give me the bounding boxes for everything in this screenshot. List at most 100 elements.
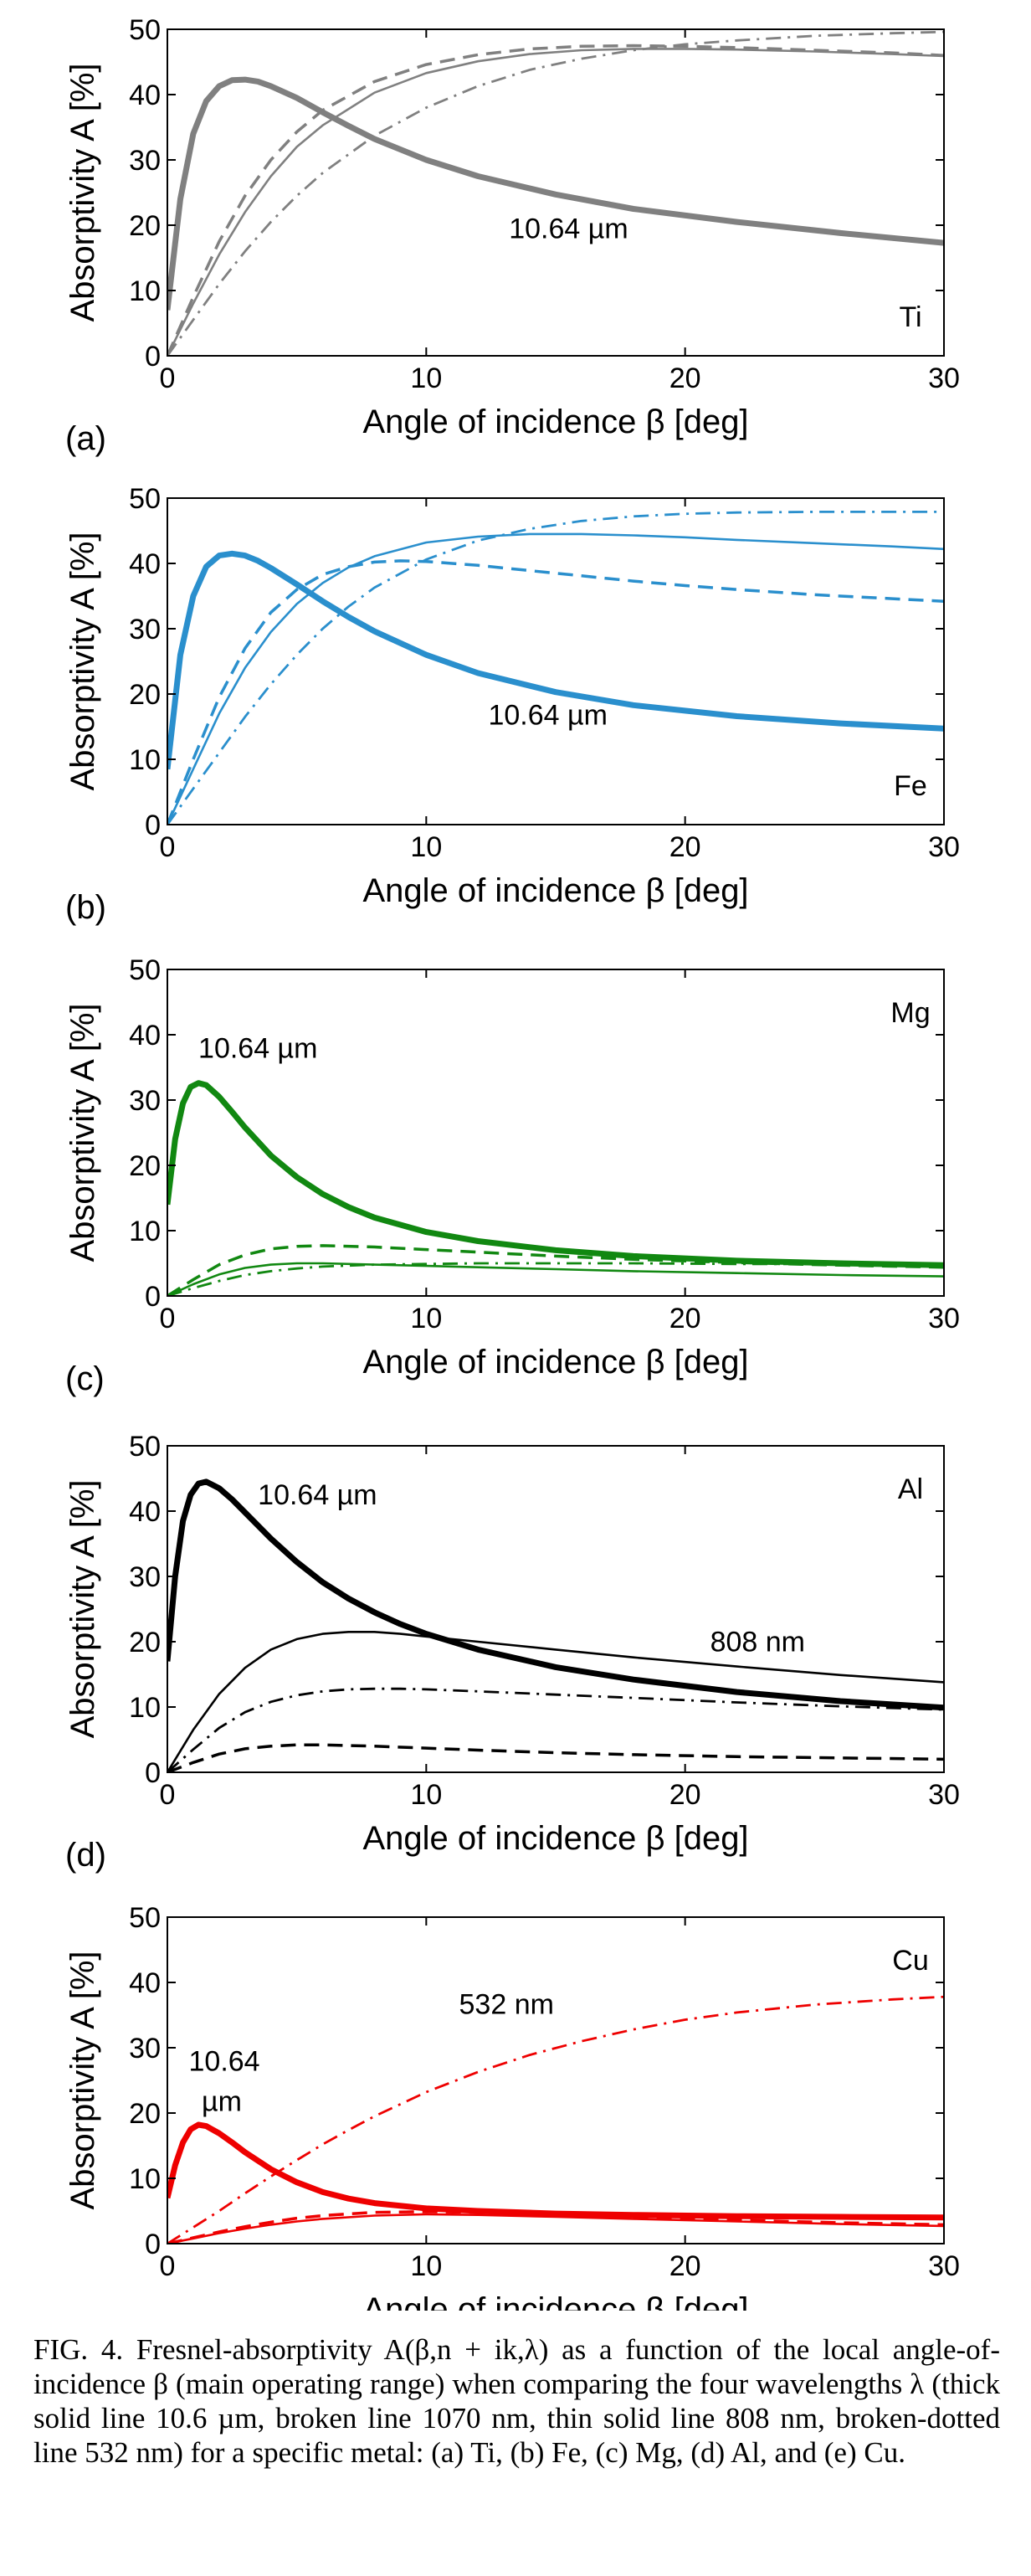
y-tick-label: 50 [129, 483, 161, 515]
y-axis-label: Absorptivity A [%] [64, 1003, 101, 1262]
panel-label: (c) [65, 1360, 105, 1397]
metal-label: Fe [894, 770, 927, 802]
x-tick-label: 0 [160, 2250, 176, 2282]
x-tick-label: 0 [160, 831, 176, 863]
curve-annotation: 808 nm [710, 1627, 805, 1658]
x-axis-label: Angle of incidence β [deg] [362, 404, 748, 440]
curve-annotation: 10.64 µm [509, 213, 628, 245]
series-group [167, 1995, 944, 2244]
y-axis-label: Absorptivity A [%] [64, 1951, 101, 2209]
series-line-thin-solid [167, 48, 944, 356]
series-line-thin-solid [167, 1262, 944, 1296]
y-tick-label: 30 [129, 1085, 161, 1117]
series-group [167, 30, 944, 356]
panel-label: (b) [65, 889, 106, 926]
x-tick-label: 20 [669, 362, 701, 394]
curve-annotation: 532 nm [459, 1988, 554, 2020]
curve-annotation: 10.64 µm [258, 1479, 377, 1511]
chart-panel-ti: 0 10 20 30 0 10 20 30 40 50 Angle of incidence β [… [64, 14, 960, 457]
plot-frame [167, 1445, 945, 1773]
plot-frame [167, 969, 945, 1297]
chart-panel-al: 0 10 20 30 0 10 20 30 40 50 Angle of incidence β [… [64, 1431, 960, 1874]
y-tick-label: 50 [129, 1902, 161, 1934]
y-tick-label: 0 [145, 1757, 161, 1789]
chart-panel-cu: 0 10 20 30 0 10 20 30 40 50 Angle of incidence β [… [64, 1902, 960, 2311]
y-tick-label: 10 [129, 2163, 161, 2195]
y-tick-label: 0 [145, 1281, 161, 1313]
chart-panel-fe: 0 10 20 30 0 10 20 30 40 50 Angle of incidence β [… [64, 483, 960, 926]
plot-frame [167, 28, 945, 357]
x-axis-label: Angle of incidence β [deg] [362, 872, 748, 909]
y-tick-label: 50 [129, 1431, 161, 1463]
plot-frame [167, 497, 945, 825]
y-tick-label: 10 [129, 1692, 161, 1724]
x-tick-label: 30 [928, 362, 960, 394]
series-line-dashed [167, 44, 944, 356]
y-tick-label: 40 [129, 1967, 161, 1999]
series-line-thin-solid [167, 1631, 944, 1772]
y-tick-label: 0 [145, 341, 161, 373]
y-tick-label: 30 [129, 2033, 161, 2064]
series-group [167, 1478, 944, 1772]
y-tick-label: 30 [129, 614, 161, 645]
x-tick-label: 10 [410, 1303, 442, 1334]
y-tick-label: 40 [129, 548, 161, 580]
x-tick-label: 20 [669, 831, 701, 863]
y-axis-label: Absorptivity A [%] [64, 1479, 101, 1738]
metal-label: Mg [890, 997, 930, 1029]
series-line-dash-dot [167, 1687, 944, 1772]
x-tick-label: 0 [160, 1303, 176, 1334]
y-tick-label: 30 [129, 145, 161, 177]
series-group [167, 1080, 944, 1296]
panel-label: (a) [65, 420, 106, 457]
x-axis-label: Angle of incidence β [deg] [362, 2291, 748, 2311]
y-tick-label: 20 [129, 1150, 161, 1182]
series-line-dash-dot [167, 1262, 944, 1296]
x-tick-label: 0 [160, 1779, 176, 1811]
y-axis-label: Absorptivity A [%] [64, 532, 101, 790]
metal-label: Ti [899, 301, 921, 333]
y-tick-label: 50 [129, 954, 161, 986]
y-tick-label: 20 [129, 679, 161, 711]
plot-frame [167, 1916, 945, 2244]
y-tick-label: 20 [129, 1627, 161, 1658]
x-tick-label: 10 [410, 2250, 442, 2282]
y-axis-label: Absorptivity A [%] [64, 63, 101, 321]
x-tick-label: 20 [669, 1779, 701, 1811]
x-tick-label: 30 [928, 831, 960, 863]
series-line-dashed [167, 559, 944, 825]
y-tick-label: 10 [129, 1216, 161, 1247]
panel-label: (e) [65, 2308, 106, 2311]
curve-annotation: 10.64 [189, 2045, 260, 2077]
series-line-thick-solid [167, 1080, 944, 1268]
series-line-thin-solid [167, 2213, 944, 2244]
metal-label: Cu [892, 1945, 928, 1977]
y-tick-label: 30 [129, 1561, 161, 1593]
y-tick-label: 10 [129, 744, 161, 776]
curve-annotation: 10.64 µm [488, 700, 607, 732]
x-tick-label: 20 [669, 2250, 701, 2282]
x-tick-label: 10 [410, 362, 442, 394]
metal-label: Al [898, 1473, 923, 1505]
series-line-dash-dot [167, 511, 944, 825]
series-line-thick-solid [167, 1478, 944, 1711]
x-tick-label: 10 [410, 1779, 442, 1811]
y-tick-label: 20 [129, 2098, 161, 2130]
y-tick-label: 20 [129, 210, 161, 242]
x-tick-label: 30 [928, 2250, 960, 2282]
x-tick-label: 30 [928, 1303, 960, 1334]
x-axis-label: Angle of incidence β [deg] [362, 1820, 748, 1857]
x-tick-label: 0 [160, 362, 176, 394]
series-line-thick-solid [167, 2121, 944, 2221]
x-tick-label: 30 [928, 1779, 960, 1811]
y-tick-label: 0 [145, 2229, 161, 2260]
y-tick-label: 40 [129, 1496, 161, 1528]
y-tick-label: 40 [129, 80, 161, 111]
series-line-dash-dot [167, 1995, 944, 2244]
figure-caption: FIG. 4. Fresnel-absorptivity A(β,n + ik,… [33, 2333, 1000, 2469]
series-line-thin-solid [167, 532, 944, 825]
series-line-thick-solid [167, 76, 944, 311]
x-axis-label: Angle of incidence β [deg] [362, 1344, 748, 1381]
x-tick-label: 10 [410, 831, 442, 863]
series-group [167, 511, 944, 825]
